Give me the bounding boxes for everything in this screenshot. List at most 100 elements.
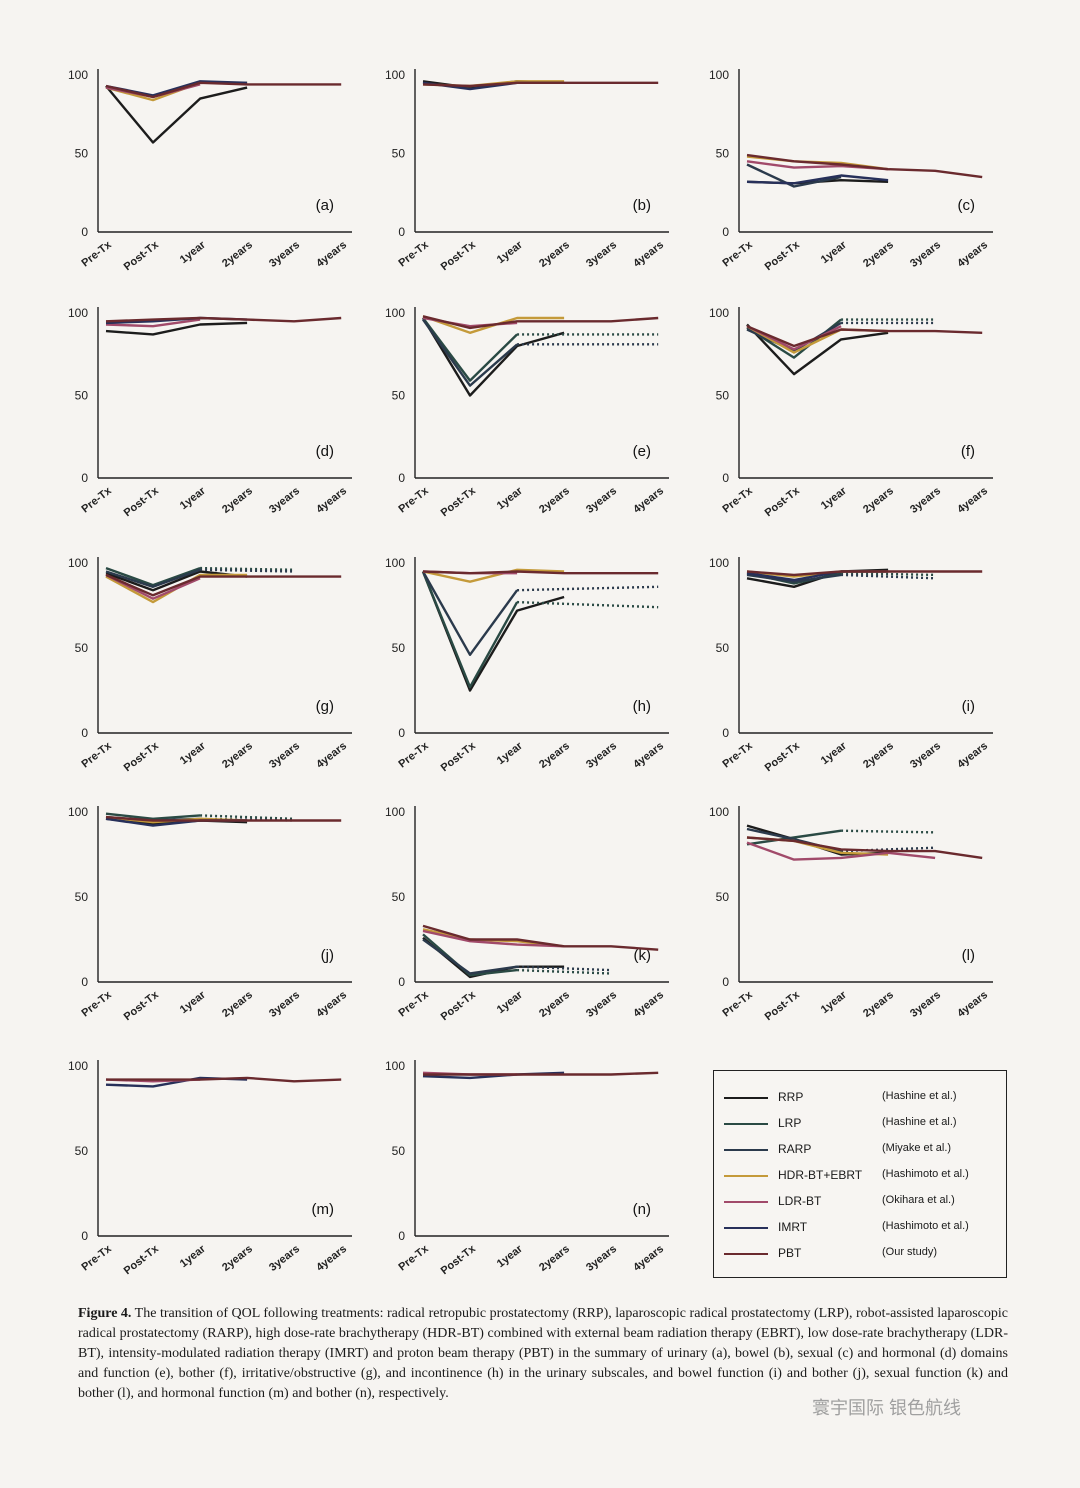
x-tick-label: Post-Tx — [763, 988, 803, 1023]
x-tick-label: 3years — [267, 1243, 302, 1274]
x-tick-label: 3years — [267, 740, 302, 771]
figure-caption: Figure 4. The transition of QOL followin… — [78, 1304, 1008, 1404]
x-tick-label: 2years — [861, 239, 896, 270]
series-line-rarp — [421, 570, 519, 656]
legend-ref: (Our study) — [882, 1246, 938, 1258]
y-tick-label: 0 — [398, 471, 405, 485]
x-tick-label: 3years — [908, 239, 943, 270]
x-tick-label: 2years — [220, 485, 255, 516]
panel-j: 0 50 100 Pre-Tx Post-Tx 1year 2years 3years 4yea… — [68, 805, 352, 1023]
panel-label: (f) — [961, 443, 975, 460]
legend-ref: (Hashine et al.) — [882, 1090, 957, 1102]
y-tick-label: 0 — [398, 975, 405, 989]
x-tick-label: Post-Tx — [763, 238, 803, 273]
x-tick-label: Pre-Tx — [396, 484, 431, 515]
legend-swatch — [724, 1227, 768, 1229]
x-tick-label: 1year — [178, 988, 209, 1016]
series-line-pbt — [746, 570, 983, 577]
panel-l: 0 50 100 Pre-Tx Post-Tx 1year 2years 3years 4yea… — [709, 805, 993, 1023]
legend-item: LRP (Hashine et al.) — [714, 1114, 1006, 1134]
legend-ref: (Hashine et al.) — [882, 1116, 957, 1128]
x-tick-label: Post-Tx — [763, 739, 803, 774]
y-tick-label: 100 — [709, 306, 729, 320]
y-tick-label: 0 — [398, 726, 405, 740]
x-tick-label: 4years — [631, 740, 666, 771]
series-line-rarp — [105, 568, 201, 588]
y-tick-label: 50 — [392, 890, 406, 904]
x-tick-label: Pre-Tx — [79, 238, 114, 269]
y-tick-label: 100 — [68, 306, 88, 320]
legend: RRP (Hashine et al.) LRP (Hashine et al.) RA… — [713, 1070, 1007, 1278]
panel-label: (g) — [316, 698, 334, 715]
panel-label: (l) — [962, 947, 975, 964]
y-tick-label: 100 — [68, 805, 88, 819]
series-line-rarp — [746, 573, 842, 583]
x-tick-label: 1year — [178, 739, 209, 767]
x-tick-label: 1year — [495, 988, 526, 1016]
x-tick-label: Pre-Tx — [720, 238, 755, 269]
x-tick-label: 4years — [314, 485, 349, 516]
x-tick-label: Post-Tx — [439, 238, 479, 273]
series-line-pbt — [422, 570, 659, 575]
legend-name: LRP — [778, 1116, 802, 1130]
panel-label: (m) — [312, 1201, 335, 1218]
panel-i: 0 50 100 Pre-Tx Post-Tx 1year 2years 3years 4yea… — [709, 556, 993, 774]
panel-c: 0 50 100 Pre-Tx Post-Tx 1year 2years 3years 4yea… — [709, 68, 993, 273]
series-line-ldr-bt — [746, 841, 936, 861]
y-tick-label: 0 — [722, 726, 729, 740]
chart-grid: 0 50 100 Pre-Tx Post-Tx 1year 2years 3years 4yea… — [68, 68, 993, 1277]
x-tick-label: Pre-Tx — [79, 988, 114, 1019]
series-dotted-rarp — [841, 573, 936, 580]
series-dotted-rarp — [517, 585, 659, 592]
y-tick-label: 0 — [81, 471, 88, 485]
x-tick-label: 4years — [955, 485, 990, 516]
x-tick-label: 3years — [584, 485, 619, 516]
x-tick-label: Post-Tx — [122, 739, 162, 774]
legend-swatch — [724, 1123, 768, 1125]
legend-swatch — [724, 1097, 768, 1099]
x-tick-label: 2years — [861, 989, 896, 1020]
y-tick-label: 50 — [392, 1144, 406, 1158]
y-tick-label: 100 — [385, 1059, 405, 1073]
y-tick-label: 0 — [722, 471, 729, 485]
legend-name: HDR-BT+EBRT — [778, 1168, 863, 1182]
x-tick-label: 3years — [267, 989, 302, 1020]
series-line-ldr-bt — [105, 318, 201, 328]
x-tick-label: Post-Tx — [763, 484, 803, 519]
series-line-lrp — [422, 317, 518, 382]
y-tick-label: 50 — [716, 147, 730, 161]
legend-swatch — [724, 1253, 768, 1255]
y-tick-label: 50 — [392, 641, 406, 655]
legend-ref: (Okihara et al.) — [882, 1194, 955, 1206]
x-tick-label: 2years — [861, 485, 896, 516]
panel-label: (c) — [958, 197, 976, 214]
y-tick-label: 0 — [81, 726, 88, 740]
x-tick-label: Post-Tx — [122, 988, 162, 1023]
series-line-lrp — [105, 812, 201, 820]
y-tick-label: 0 — [398, 225, 405, 239]
y-tick-label: 100 — [385, 805, 405, 819]
x-tick-label: Post-Tx — [439, 739, 479, 774]
y-tick-label: 100 — [68, 556, 88, 570]
x-tick-label: 2years — [537, 1243, 572, 1274]
series-line-lrp — [422, 933, 518, 977]
y-tick-label: 0 — [722, 975, 729, 989]
x-tick-label: Pre-Tx — [396, 1242, 431, 1273]
y-tick-label: 50 — [75, 890, 89, 904]
x-tick-label: 4years — [955, 239, 990, 270]
y-tick-label: 0 — [722, 225, 729, 239]
x-tick-label: 4years — [631, 239, 666, 270]
x-tick-label: 1year — [819, 484, 850, 512]
x-tick-label: Pre-Tx — [79, 1242, 114, 1273]
series-line-hdr-bt-ebrt — [422, 568, 565, 583]
x-tick-label: 4years — [955, 989, 990, 1020]
x-tick-label: Pre-Tx — [396, 988, 431, 1019]
x-tick-label: 1year — [178, 238, 209, 266]
y-tick-label: 100 — [68, 1059, 88, 1073]
series-line-imrt — [746, 174, 889, 185]
series-line-lrp — [746, 829, 842, 846]
x-tick-label: Post-Tx — [439, 484, 479, 519]
legend-ref: (Hashimoto et al.) — [882, 1220, 969, 1232]
panel-label: (h) — [633, 698, 651, 715]
legend-swatch — [724, 1201, 768, 1203]
